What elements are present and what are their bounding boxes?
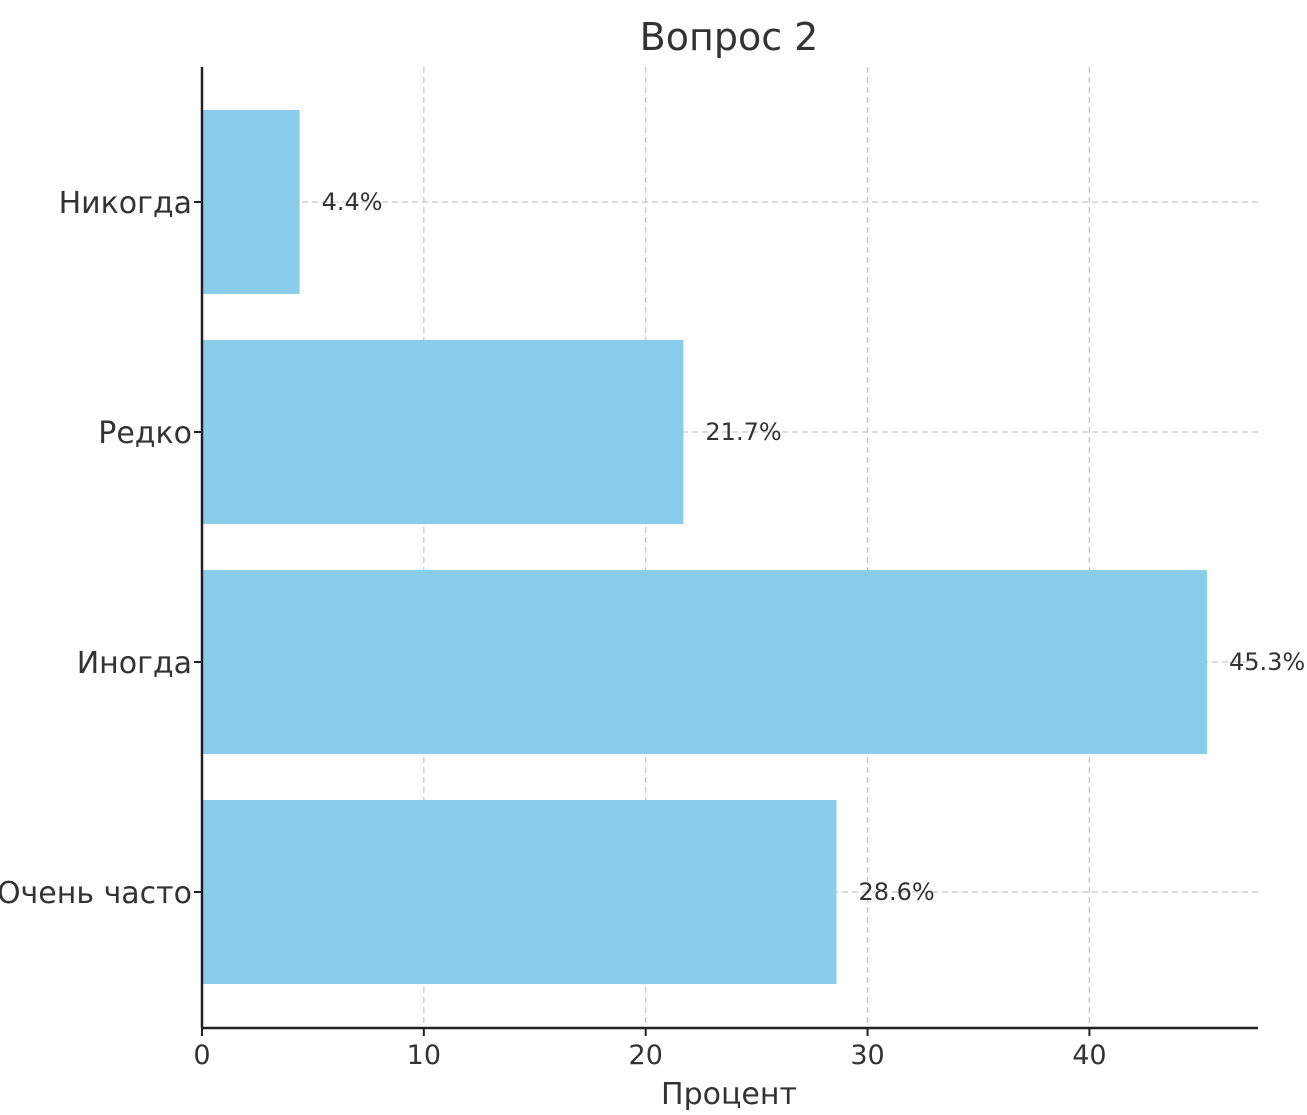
y-tick-label-3: Очень часто — [0, 876, 192, 911]
x-axis-label: Процент — [661, 1077, 797, 1110]
axis-layer — [194, 67, 1258, 1036]
x-tick-label-2: 20 — [629, 1040, 663, 1071]
bar-иногда — [202, 570, 1207, 754]
y-tick-label-0: Никогда — [59, 186, 192, 221]
x-tick-label-0: 0 — [193, 1040, 210, 1071]
data-label-3: 28.6% — [858, 878, 934, 906]
bar-layer — [202, 110, 1207, 984]
label-layer: 4.4% 21.7% 45.3% 28.6% 0 10 20 30 40 Никогда Редко… — [0, 186, 1305, 1071]
x-tick-label-1: 10 — [407, 1040, 441, 1071]
bar-никогда — [202, 110, 300, 294]
data-label-2: 45.3% — [1229, 648, 1305, 676]
chart-title: Вопрос 2 — [640, 15, 819, 59]
data-label-0: 4.4% — [322, 188, 383, 216]
bar-редко — [202, 340, 684, 524]
x-tick-label-4: 40 — [1072, 1040, 1106, 1071]
bar-очень-часто — [202, 800, 837, 984]
y-tick-label-2: Иногда — [77, 646, 192, 681]
y-tick-label-1: Редко — [98, 416, 192, 451]
x-tick-label-3: 30 — [850, 1040, 884, 1071]
data-label-1: 21.7% — [705, 418, 781, 446]
